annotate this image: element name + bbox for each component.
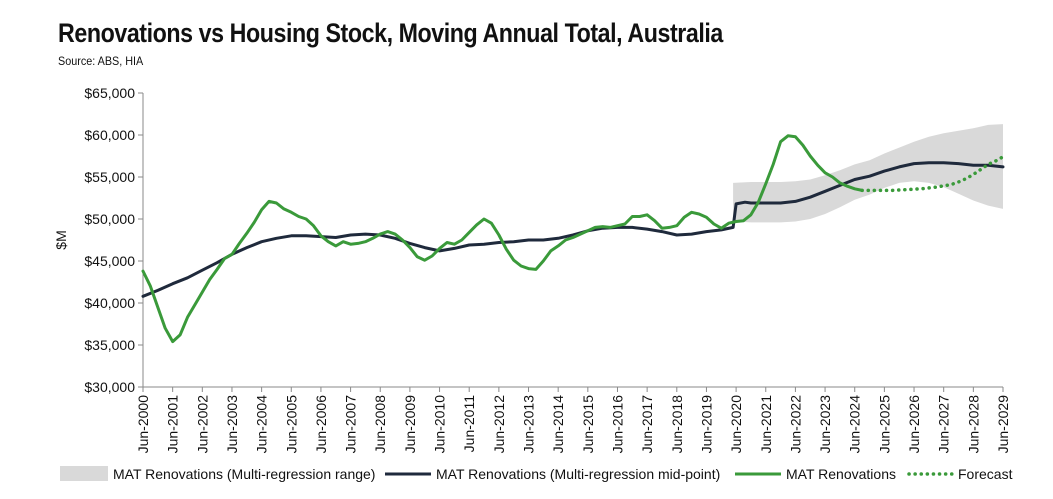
x-tick-label: Jun-2024 (847, 395, 863, 454)
chart-title: Renovations vs Housing Stock, Moving Ann… (58, 18, 723, 48)
forecast-series-line (860, 155, 1005, 193)
x-tick-label: Jun-2013 (521, 395, 537, 454)
legend-label: MAT Renovations (Multi-regression range) (113, 466, 375, 482)
x-tick-label: Jun-2000 (135, 395, 151, 454)
legend-label: MAT Renovations (Multi-regression mid-po… (436, 466, 720, 482)
x-tick-label: Jun-2015 (580, 395, 596, 454)
x-tick-label: Jun-2006 (313, 395, 329, 454)
y-tick-label: $60,000 (84, 127, 135, 143)
y-tick-label: $40,000 (84, 295, 135, 311)
x-tick-label: Jun-2004 (254, 395, 270, 454)
legend-label: Forecast (958, 466, 1013, 482)
x-tick-label: Jun-2007 (343, 395, 359, 454)
renovations-series-line (141, 134, 864, 344)
y-tick-label: $35,000 (84, 337, 135, 353)
x-tick-label: Jun-2021 (758, 395, 774, 454)
x-tick-label: Jun-2016 (609, 395, 625, 454)
legend-item-range: MAT Renovations (Multi-regression range) (60, 466, 375, 482)
x-tick-label: Jun-2002 (194, 395, 210, 454)
y-tick-label: $55,000 (84, 169, 135, 185)
legend-label: MAT Renovations (786, 466, 896, 482)
x-tick-label: Jun-2011 (461, 395, 477, 453)
x-tick-label: Jun-2008 (372, 395, 388, 454)
x-tick-label: Jun-2023 (817, 395, 833, 454)
x-tick-label: Jun-2005 (283, 395, 299, 454)
x-tick-label: Jun-2022 (787, 395, 803, 454)
legend-item-renovations: MAT Renovations (735, 466, 896, 482)
y-tick-label: $45,000 (84, 253, 135, 269)
x-tick-label: Jun-2028 (965, 395, 981, 454)
y-tick-label: $50,000 (84, 211, 135, 227)
x-tick-label: Jun-2019 (698, 395, 714, 454)
x-tick-label: Jun-2026 (906, 395, 922, 454)
plot-area (141, 124, 1005, 344)
chart-subtitle: Source: ABS, HIA (58, 54, 144, 68)
legend-item-midpoint: MAT Renovations (Multi-regression mid-po… (385, 466, 720, 482)
x-tick-label: Jun-2027 (936, 395, 952, 454)
y-axis-label: $M (53, 230, 69, 249)
x-tick-label: Jun-2012 (491, 395, 507, 454)
x-tick-label: Jun-2029 (995, 395, 1011, 454)
range-band (733, 124, 1003, 223)
x-tick-label: Jun-2025 (876, 395, 892, 454)
x-tick-label: Jun-2014 (550, 395, 566, 454)
y-axis: $30,000 $35,000 $40,000 $45,000 $50,000 $55,0… (53, 85, 144, 395)
y-tick-label: $65,000 (84, 85, 135, 101)
x-tick-label: Jun-2001 (165, 395, 181, 454)
x-tick-label: Jun-2017 (639, 395, 655, 454)
y-tick-label: $30,000 (84, 379, 135, 395)
legend-item-forecast: Forecast (907, 466, 1013, 482)
x-tick-label: Jun-2003 (224, 395, 240, 454)
legend: MAT Renovations (Multi-regression range)… (60, 466, 1013, 482)
x-tick-label: Jun-2020 (728, 395, 744, 454)
x-tick-label: Jun-2018 (669, 395, 685, 454)
legend-swatch (60, 466, 108, 481)
x-tick-label: Jun-2009 (402, 395, 418, 454)
x-tick-label: Jun-2010 (432, 395, 448, 454)
x-axis: Jun-2000 Jun-2001 Jun-2002 Jun-2003 Jun-2004… (135, 386, 1011, 454)
